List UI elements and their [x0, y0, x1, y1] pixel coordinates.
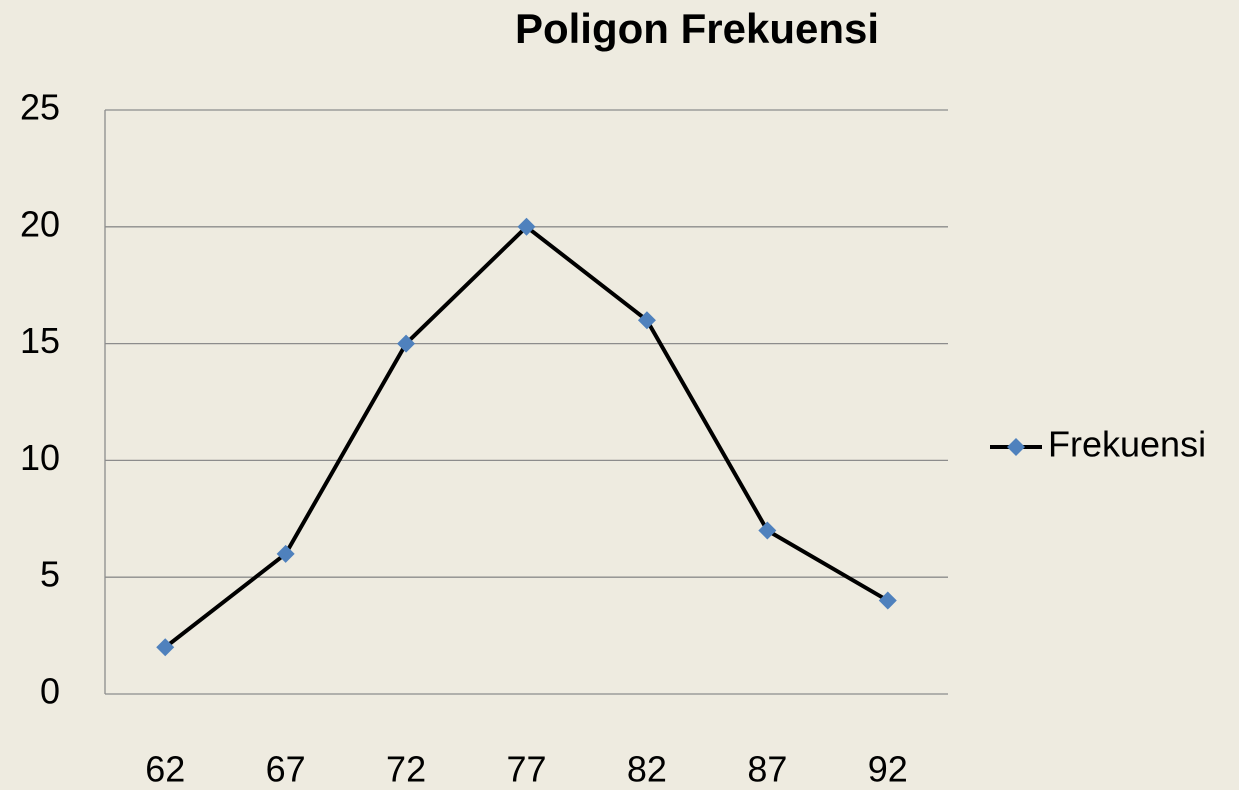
legend-label: Frekuensi	[1048, 424, 1206, 465]
series-line	[163, 224, 889, 649]
x-tick-label: 72	[386, 749, 426, 790]
x-tick-label: 62	[145, 749, 185, 790]
marker	[517, 217, 536, 236]
legend-marker	[1007, 438, 1025, 456]
x-tick-label: 92	[868, 749, 908, 790]
chart-title: Poligon Frekuensi	[515, 5, 879, 52]
y-tick-label: 20	[20, 203, 60, 244]
marker	[276, 544, 295, 563]
marker	[878, 591, 897, 610]
x-tick-label: 67	[266, 749, 306, 790]
marker	[758, 521, 777, 540]
marker	[397, 334, 416, 353]
x-tick-label: 82	[627, 749, 667, 790]
marker	[637, 311, 656, 330]
y-tick-label: 5	[40, 554, 60, 595]
y-tick-label: 15	[20, 320, 60, 361]
x-tick-label: 87	[747, 749, 787, 790]
y-tick-label: 10	[20, 437, 60, 478]
marker	[156, 638, 175, 657]
y-tick-label: 25	[20, 87, 60, 128]
x-tick-label: 77	[506, 749, 546, 790]
y-tick-label: 0	[40, 671, 60, 712]
